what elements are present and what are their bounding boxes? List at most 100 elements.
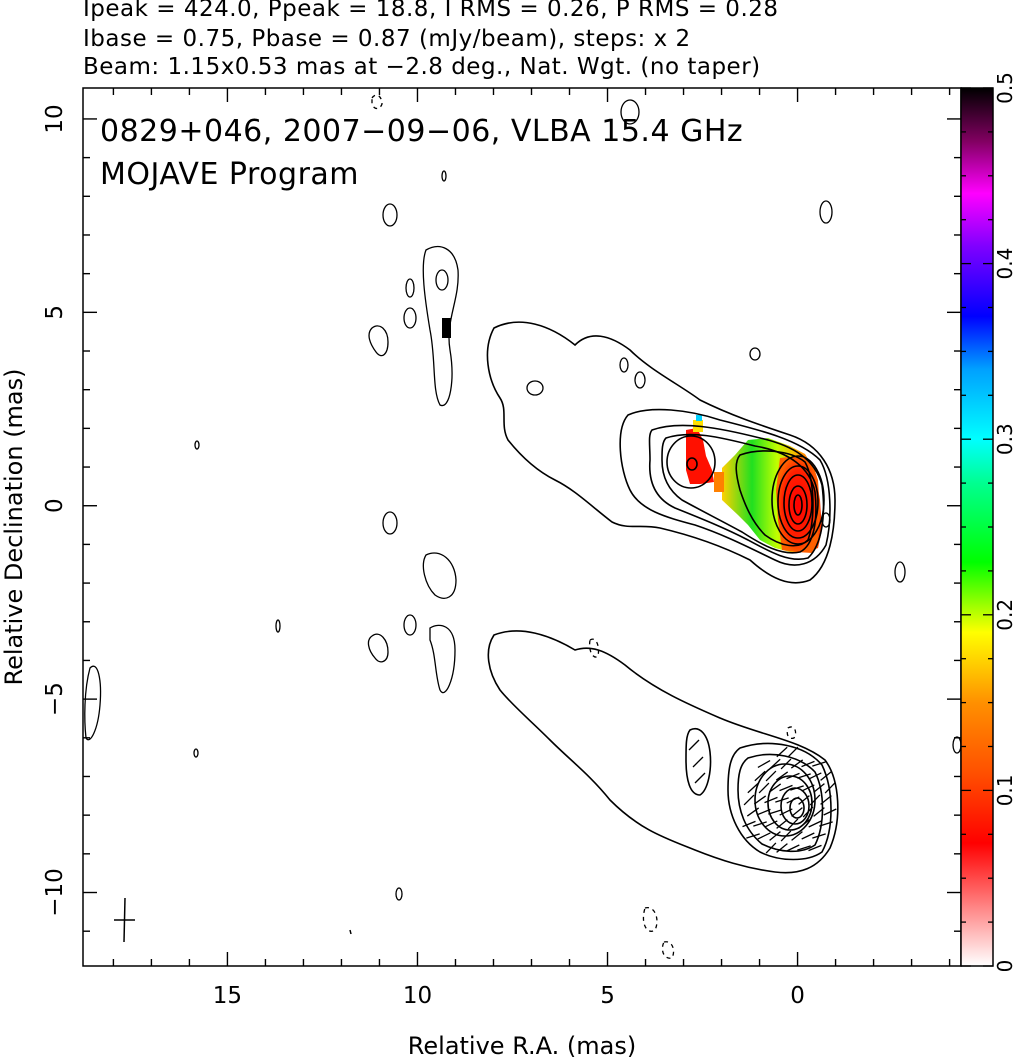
y-axis-ticks: 10 5 0 −5 −10 [42, 104, 961, 932]
noise-island [84, 665, 102, 741]
pol-knot-cyan-tip [696, 415, 702, 421]
y-tick-label: −10 [42, 868, 68, 917]
core-contour-4 [788, 485, 808, 525]
noise-island [619, 357, 629, 373]
upper-contour-4 [661, 433, 817, 554]
evpa-vector [813, 783, 825, 793]
core-contour-3 [783, 474, 813, 532]
noise-island-dashed [661, 941, 675, 959]
evpa-vector [743, 794, 755, 806]
beam-marker [114, 897, 135, 943]
evpa-vector [797, 845, 811, 851]
evpa-vector [790, 759, 804, 769]
evpa-vector [742, 820, 756, 828]
evpa-vector [779, 784, 793, 792]
noise-island [193, 748, 199, 758]
evpa-vector [757, 759, 771, 769]
noise-island [405, 278, 415, 298]
pol-orange-edge [714, 472, 724, 492]
evpa-vector [791, 831, 803, 841]
noise-island [382, 203, 398, 227]
noise-island [429, 624, 456, 694]
evpa-vector [808, 820, 822, 828]
evpa-vector [776, 819, 788, 829]
noise-island [952, 736, 961, 754]
noise-island [382, 511, 398, 535]
noise-island [435, 269, 449, 291]
evpa-vector [776, 843, 788, 853]
evpa-vector [746, 833, 760, 839]
y-tick-label: −5 [42, 682, 68, 716]
lower-contour-3 [737, 753, 824, 853]
evpa-vector [753, 821, 767, 827]
evpa-vector [692, 756, 704, 768]
core-contour-2 [777, 465, 819, 539]
evpa-vector [776, 746, 788, 758]
evpa-vector [791, 807, 803, 817]
header-beam-info: Beam: 1.15x0.53 mas at −2.8 deg., Nat. W… [83, 54, 761, 80]
colorbar-tick-label: 0.5 [993, 72, 1017, 104]
evpa-vector [813, 807, 825, 817]
noise-island [194, 440, 200, 450]
x-tick-label: 15 [213, 983, 242, 1009]
lower-contour-2 [727, 742, 832, 861]
noise-island-dashed [588, 638, 600, 658]
colorbar-tick-label: 0 [993, 960, 1017, 973]
evpa-vector [757, 808, 771, 816]
evpa-vector [694, 772, 706, 784]
evpa-vector [820, 771, 832, 781]
evpa-vector [688, 739, 700, 751]
evpa-vector [768, 809, 782, 815]
y-tick-label: 5 [42, 305, 68, 320]
evpa-vector [753, 795, 767, 805]
x-axis-ticks: 15 10 5 0 [112, 88, 951, 1009]
evpa-vector [775, 797, 789, 803]
noise-island [894, 561, 906, 583]
x-axis-title: Relative R.A. (mas) [408, 1032, 636, 1060]
noise-island-dashed [371, 94, 383, 110]
x-tick-label: 10 [403, 983, 432, 1009]
lower-polarization-contours [84, 552, 961, 959]
evpa-vector [780, 830, 792, 842]
x-tick-label: 0 [790, 983, 805, 1009]
noise-island [749, 347, 761, 361]
evpa-vector [746, 807, 760, 817]
evpa-vector [809, 794, 821, 806]
evpa-vector [801, 832, 815, 840]
upper-outer-contour [486, 321, 836, 584]
evpa-vector [754, 770, 766, 782]
upper-knot-contour [666, 435, 716, 489]
evpa-vector [790, 785, 804, 791]
evpa-vector [764, 796, 778, 804]
source-annotation: 0829+046, 2007−09−06, VLBA 15.4 GHz [100, 114, 743, 149]
evpa-vector [812, 761, 826, 767]
colorbar-ticks: 0 0.1 0.2 0.3 0.4 0.5 [961, 72, 1017, 972]
noise-island [634, 371, 646, 389]
upper-knot-inner [686, 457, 698, 471]
evpa-vector [769, 758, 781, 770]
evpa-vector [798, 819, 810, 829]
evpa-vector [764, 820, 778, 828]
pol-black-pixel [442, 318, 451, 338]
evpa-vectors [688, 739, 837, 854]
y-axis-title: Relative Declination (mas) [0, 368, 28, 685]
evpa-vector [802, 806, 814, 818]
lower-outer-contour [487, 630, 839, 874]
colorbar-tick-label: 0.2 [993, 599, 1017, 631]
polarization-color-map [442, 318, 822, 553]
noise-island [620, 99, 640, 125]
evpa-vector [769, 831, 781, 841]
colorbar [960, 87, 994, 967]
evpa-vector [808, 772, 822, 780]
evpa-vector [757, 832, 771, 840]
colorbar-tick-label: 0.1 [993, 774, 1017, 806]
noise-mark [349, 929, 352, 935]
evpa-vector [820, 795, 832, 805]
noise-island [275, 619, 281, 633]
noise-island [368, 325, 389, 357]
plot-area [84, 94, 961, 959]
noise-island [821, 512, 831, 528]
noise-island [367, 633, 389, 663]
noise-island [819, 200, 833, 224]
evpa-vector [801, 760, 815, 768]
